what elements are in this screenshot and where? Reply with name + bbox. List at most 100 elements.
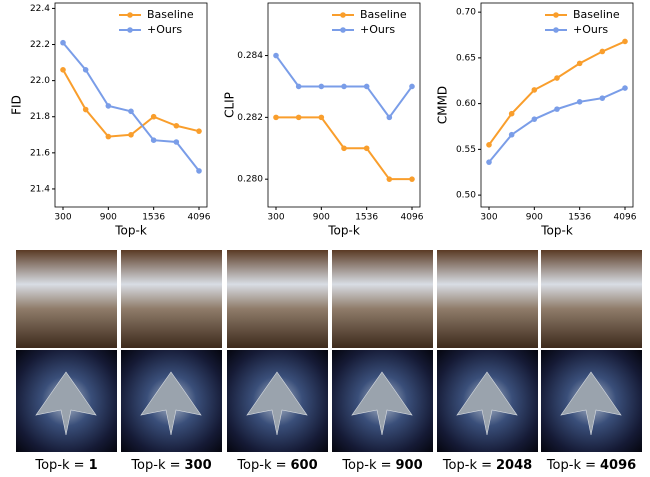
- legend-label: +Ours: [573, 23, 608, 36]
- legend-marker: [340, 12, 346, 18]
- point: [196, 128, 202, 134]
- point: [622, 85, 628, 91]
- spaceship-shape: [560, 371, 622, 436]
- spaceship-shape: [246, 371, 308, 436]
- caption: Top-k = 300: [130, 458, 211, 473]
- legend-marker: [127, 27, 133, 33]
- x-tick-label: 300: [267, 213, 284, 223]
- caption-k: 600: [291, 458, 318, 473]
- y-axis-label: FID: [10, 95, 24, 115]
- x-tick-label: 4096: [401, 213, 424, 223]
- caption: Top-k = 900: [341, 458, 422, 473]
- legend-label: Baseline: [573, 8, 620, 21]
- y-tick-label: 22.4: [30, 4, 50, 14]
- plot-frame: [480, 2, 634, 208]
- point: [386, 114, 393, 121]
- y-tick-label: 0.280: [237, 175, 263, 185]
- x-tick-label: 900: [313, 213, 330, 223]
- y-tick-label: 0.60: [456, 99, 476, 109]
- caption-prefix: Top-k =: [130, 458, 180, 473]
- caption-prefix: Top-k =: [546, 458, 596, 473]
- legend-label: +Ours: [360, 23, 395, 36]
- point: [295, 83, 302, 90]
- y-tick-label: 0.65: [456, 53, 476, 63]
- series-line: [488, 40, 626, 146]
- caption-k: 300: [185, 458, 212, 473]
- legend-label: Baseline: [360, 8, 407, 21]
- y-tick-label: 0.282: [237, 113, 263, 123]
- point: [82, 66, 89, 73]
- image-interior: [227, 250, 328, 348]
- spaceship-shape: [35, 371, 97, 436]
- y-tick-label: 22.2: [30, 40, 50, 50]
- point: [576, 60, 583, 67]
- point: [486, 141, 492, 148]
- point: [409, 176, 415, 182]
- caption-prefix: Top-k =: [341, 458, 391, 473]
- caption: Top-k = 4096: [546, 458, 636, 473]
- point: [554, 75, 560, 81]
- point: [173, 122, 180, 129]
- point: [128, 108, 134, 115]
- point: [363, 145, 370, 152]
- x-axis-label: Top-k: [114, 224, 147, 238]
- legend-marker: [553, 27, 559, 33]
- point: [599, 48, 606, 55]
- point: [318, 114, 325, 121]
- point: [486, 159, 492, 165]
- point: [508, 110, 515, 117]
- point: [363, 83, 370, 90]
- y-tick-label: 21.4: [30, 184, 50, 194]
- x-tick-label: 300: [54, 213, 71, 223]
- point: [531, 116, 538, 122]
- x-tick-label: 300: [480, 213, 497, 223]
- point: [273, 52, 279, 59]
- point: [273, 114, 279, 121]
- caption-prefix: Top-k =: [236, 458, 286, 473]
- x-tick-label: 1536: [568, 213, 591, 223]
- x-tick-label: 900: [100, 213, 117, 223]
- point: [318, 83, 325, 90]
- y-tick-label: 21.8: [30, 112, 50, 122]
- image-interior: [16, 250, 117, 348]
- caption-prefix: Top-k =: [442, 458, 492, 473]
- y-tick-label: 0.50: [456, 191, 476, 201]
- y-tick-label: 0.70: [456, 8, 476, 18]
- image-interior: [121, 250, 222, 348]
- x-tick-label: 4096: [188, 213, 211, 223]
- point: [386, 176, 393, 182]
- image-interior: [437, 250, 538, 348]
- point: [82, 106, 89, 113]
- legend-marker: [553, 12, 559, 18]
- point: [531, 87, 538, 93]
- image-interior: [332, 250, 433, 348]
- y-tick-label: 22.0: [30, 76, 50, 86]
- point: [576, 98, 583, 105]
- x-tick-label: 1536: [355, 213, 378, 223]
- point: [295, 114, 302, 121]
- caption-k: 900: [396, 458, 423, 473]
- point: [150, 137, 157, 144]
- y-axis-label: CMMD: [436, 86, 450, 124]
- image-interior: [541, 250, 642, 348]
- point: [173, 139, 180, 145]
- caption: Top-k = 2048: [442, 458, 532, 473]
- point: [196, 168, 202, 174]
- caption-k: 2048: [496, 458, 532, 473]
- plot-frame: [54, 2, 208, 208]
- caption: Top-k = 600: [236, 458, 317, 473]
- spaceship-shape: [140, 371, 202, 436]
- y-tick-label: 21.6: [30, 148, 50, 158]
- x-tick-label: 4096: [614, 213, 637, 223]
- point: [554, 106, 560, 112]
- point: [409, 83, 415, 90]
- legend-label: Baseline: [147, 8, 194, 21]
- y-tick-label: 0.284: [237, 51, 263, 61]
- point: [60, 66, 66, 73]
- point: [341, 83, 347, 90]
- plot-frame: [267, 2, 421, 208]
- x-tick-label: 1536: [142, 213, 165, 223]
- point: [105, 103, 112, 109]
